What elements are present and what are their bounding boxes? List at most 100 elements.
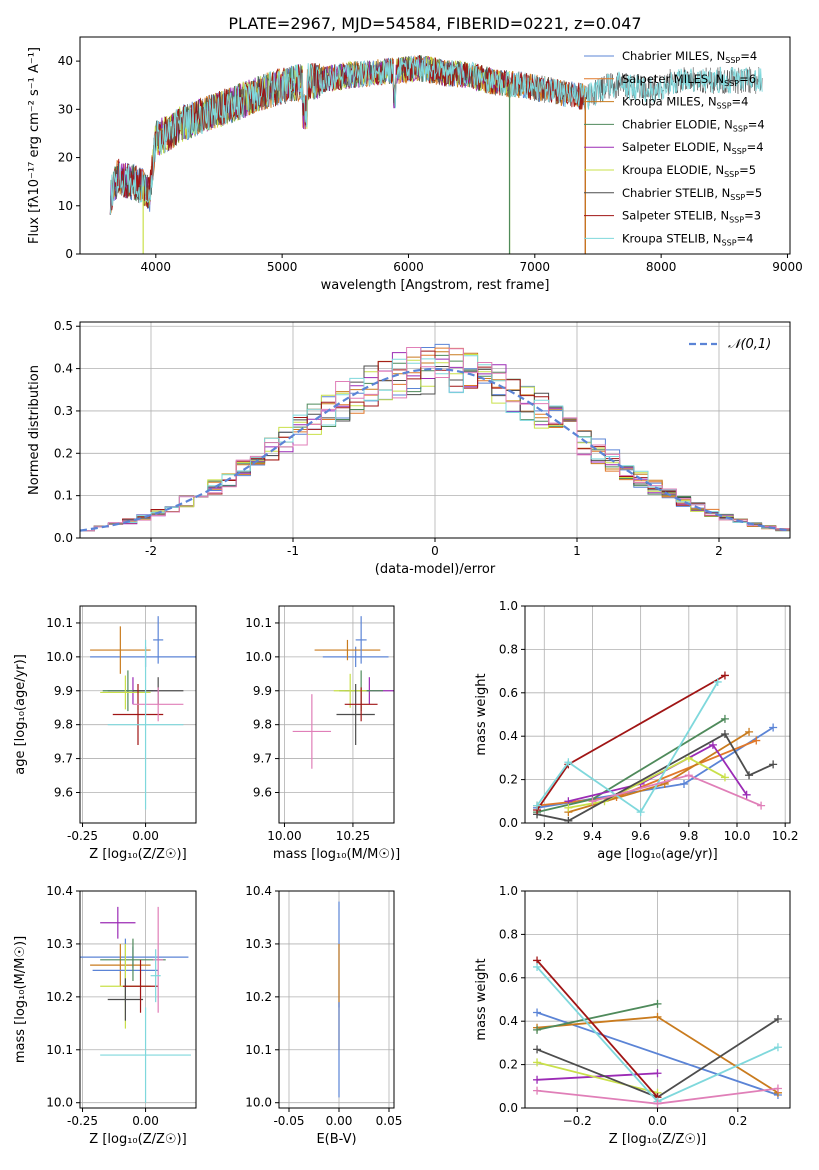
y-axis-label: mass weight <box>474 958 489 1040</box>
y-tick-label: 10.2 <box>46 990 73 1004</box>
x-tick-label: 4000 <box>141 260 172 274</box>
x-tick-label: -0.05 <box>273 1114 304 1128</box>
weight-marker <box>533 801 542 810</box>
chart-weight_vs_age: 9.2 9.4 9.6 9.8 10.0 10.2 0.0 0.2 0.4 0.6 0.8 1.0 ag… <box>474 599 799 862</box>
y-tick-label: 40 <box>58 54 73 68</box>
x-axis-label: Z [log₁₀(Z/Z☉)] <box>89 1132 186 1147</box>
x-tick-label: 0 <box>431 544 439 558</box>
errorbar-point <box>100 1007 191 1103</box>
weight-marker <box>533 1058 542 1067</box>
y-tick-label: 10.4 <box>245 884 272 898</box>
y-axis-label: mass [log₁₀(M/M☉)] <box>13 936 28 1063</box>
y-tick-label: 0 <box>65 247 73 261</box>
x-tick-label: 9.4 <box>583 829 602 843</box>
y-tick-label: 10.2 <box>245 990 272 1004</box>
y-tick-label: 9.7 <box>253 752 272 766</box>
x-tick-label: 10.00 <box>267 829 301 843</box>
weight-marker <box>769 760 778 769</box>
legend-label: Chabrier MILES, NSSP=4 <box>622 49 757 65</box>
y-tick-label: 0.8 <box>499 642 518 656</box>
weight-marker <box>533 1075 542 1084</box>
weight-marker <box>720 730 729 739</box>
weight-marker <box>564 758 573 767</box>
y-tick-label: 1.0 <box>499 599 518 613</box>
x-tick-label: 9.6 <box>631 829 650 843</box>
weight-marker <box>742 790 751 799</box>
histogram-series <box>80 347 790 532</box>
weight-marker <box>684 771 693 780</box>
errorbar-point <box>314 639 381 661</box>
legend-label: Chabrier ELODIE, NSSP=4 <box>622 117 765 133</box>
y-tick-label: 0.3 <box>54 404 73 418</box>
weight-marker <box>636 808 645 817</box>
y-tick-label: 20 <box>58 151 73 165</box>
axes-frame <box>524 605 791 824</box>
axes-frame <box>278 605 395 824</box>
y-tick-label: 0.0 <box>499 1101 518 1115</box>
x-tick-label: −0.2 <box>563 1114 592 1128</box>
chart-age_vs_z: -0.25 0.00 9.6 9.7 9.8 9.9 10.0 10.1 Z [log₁₀(Z/… <box>13 605 197 862</box>
errorbar-point <box>355 616 367 664</box>
x-tick-label: 0.00 <box>132 829 159 843</box>
axes-frame <box>79 890 197 1109</box>
errorbar-point <box>132 687 184 722</box>
weight-line <box>536 674 726 811</box>
errorbar-point <box>100 906 136 939</box>
weight-line <box>536 1061 658 1094</box>
x-tick-label: -0.25 <box>67 829 98 843</box>
plot-area-age_vs_mass <box>292 616 394 769</box>
errorbar-point <box>153 616 164 664</box>
y-tick-label: 30 <box>58 102 73 116</box>
y-tick-label: 10.0 <box>245 1096 272 1110</box>
plot-area-weight_vs_age <box>533 671 778 823</box>
y-tick-label: 10.1 <box>245 1043 272 1057</box>
y-axis-label: mass weight <box>474 673 489 755</box>
legend-label: Kroupa MILES, NSSP=4 <box>622 95 748 111</box>
weight-marker <box>769 723 778 732</box>
x-tick-label: 0.05 <box>376 1114 403 1128</box>
x-tick-label: 0.0 <box>648 1114 667 1128</box>
y-tick-label: 9.6 <box>253 785 272 799</box>
weight-marker <box>533 1025 542 1034</box>
errorbar-point <box>292 694 332 769</box>
y-tick-label: 10.1 <box>245 616 272 630</box>
x-tick-label: -1 <box>287 544 299 558</box>
legend-label: Kroupa ELODIE, NSSP=5 <box>622 163 756 179</box>
axes-frame <box>79 36 791 255</box>
x-axis-label: age [log₁₀(age/yr)] <box>597 847 718 862</box>
y-tick-label: 10.4 <box>46 884 73 898</box>
weight-marker <box>745 771 754 780</box>
weight-marker <box>533 962 542 971</box>
chart-mass_vs_z: -0.25 0.00 10.0 10.1 10.2 10.3 10.4 Z [log₁₀(Z/… <box>13 884 197 1147</box>
plot-group: 4000 5000 6000 7000 8000 9000010203040wavelen… <box>13 36 803 1147</box>
x-tick-label: 8000 <box>646 260 677 274</box>
x-tick-label: -0.25 <box>67 1114 98 1128</box>
weight-marker <box>720 773 729 782</box>
weight-marker <box>745 727 754 736</box>
weight-marker <box>564 803 573 812</box>
weight-marker <box>653 1069 662 1078</box>
y-tick-label: 9.7 <box>54 752 73 766</box>
x-tick-label: 7000 <box>520 260 551 274</box>
axes-frame <box>278 890 395 1109</box>
legend-label: Kroupa STELIB, NSSP=4 <box>622 231 753 247</box>
y-tick-label: 9.9 <box>54 684 73 698</box>
chart-weight_vs_z: −0.2 0.0 0.2 0.0 0.2 0.4 0.6 0.8 1.0 Z [log₁₀(Z/Z… <box>474 884 791 1147</box>
y-tick-label: 10.3 <box>46 937 73 951</box>
axes-frame <box>79 321 791 539</box>
plot-area-mass_vs_z <box>80 906 191 1103</box>
errorbar-point <box>150 949 161 1003</box>
x-axis-label: mass [log₁₀(M/M☉)] <box>273 847 400 862</box>
y-tick-label: 0.2 <box>499 773 518 787</box>
y-tick-label: 10 <box>58 199 73 213</box>
y-tick-label: 10.0 <box>46 1096 73 1110</box>
weight-marker <box>564 816 573 823</box>
x-tick-label: 0.00 <box>132 1114 159 1128</box>
weight-marker <box>684 753 693 762</box>
plot-area-weight_vs_z <box>533 956 782 1108</box>
weight-marker <box>773 1015 782 1024</box>
weight-marker <box>708 740 717 749</box>
plot-area-age_vs_z <box>90 616 196 810</box>
y-tick-label: 9.8 <box>253 718 272 732</box>
